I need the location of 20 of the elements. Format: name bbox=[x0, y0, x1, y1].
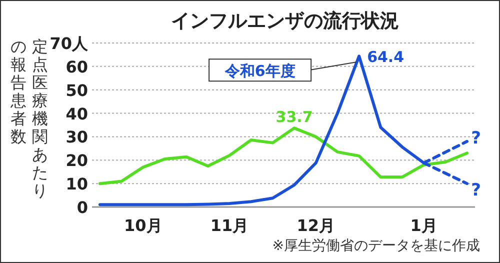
text: 令和6年度 bbox=[224, 62, 296, 80]
data-label: 64.4 bbox=[367, 48, 404, 66]
y-tick-label: 10 bbox=[66, 174, 88, 194]
x-tick-label: 11月 bbox=[210, 216, 249, 235]
annotation: ? bbox=[471, 128, 481, 148]
y-tick-label: 70人 bbox=[50, 34, 89, 53]
x-tick-label: 1月 bbox=[410, 216, 438, 235]
data-label: 33.7 bbox=[276, 108, 313, 126]
x-tick-label: 12月 bbox=[296, 216, 336, 235]
y-tick-label: 20 bbox=[66, 151, 88, 170]
text: ※厚生労働省のデータを基に作成 bbox=[272, 238, 480, 254]
y-tick-label: 40 bbox=[66, 104, 88, 124]
annotation: ? bbox=[471, 180, 481, 201]
chart-title: インフルエンザの流行状況 bbox=[171, 10, 399, 32]
text: 定点医療機関あたりの報告患者数 bbox=[10, 37, 48, 200]
x-tick-label: 10月 bbox=[124, 216, 162, 235]
y-tick-label: 0 bbox=[76, 198, 88, 217]
y-tick-label: 30 bbox=[66, 128, 88, 147]
y-tick-label: 60 bbox=[66, 57, 88, 76]
y-tick-label: 50 bbox=[66, 80, 88, 100]
